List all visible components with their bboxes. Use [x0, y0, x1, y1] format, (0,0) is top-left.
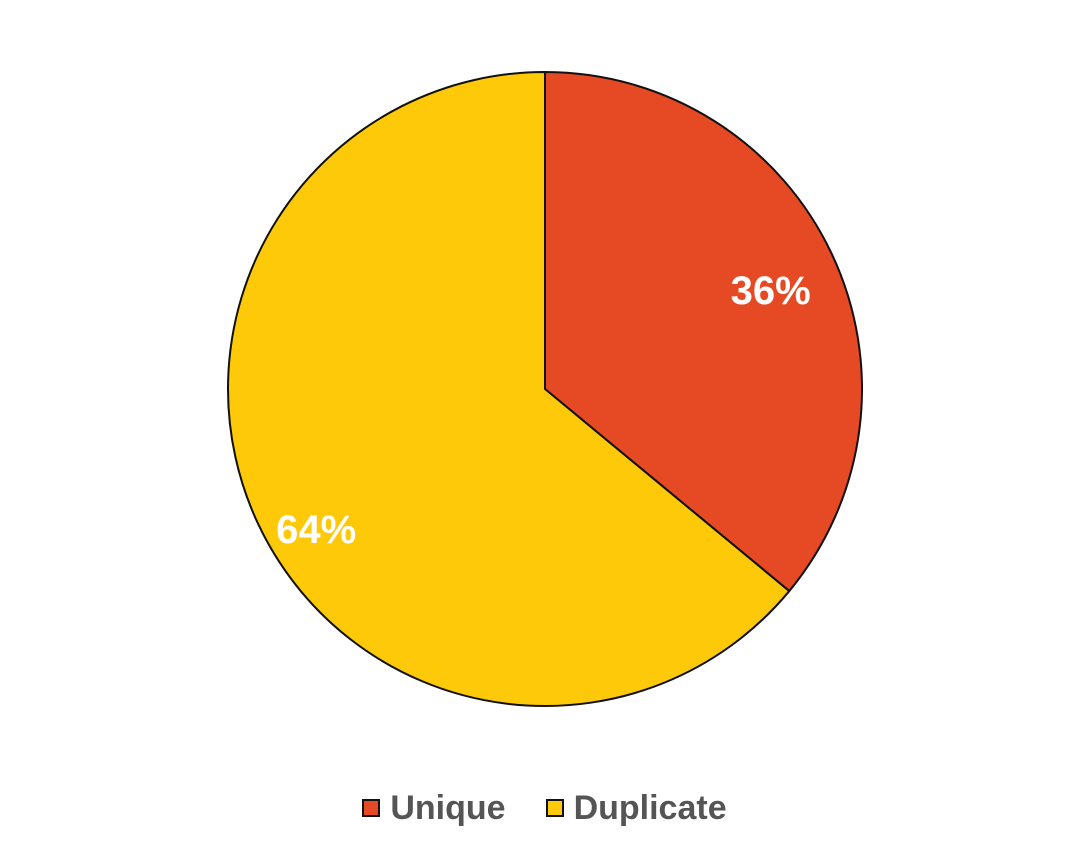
data-label-duplicate: 64% — [276, 508, 356, 552]
legend-item-duplicate: Duplicate — [545, 789, 727, 827]
legend-label-unique: Unique — [390, 789, 506, 827]
data-label-unique: 36% — [731, 269, 811, 313]
legend-item-unique: Unique — [362, 789, 506, 827]
legend-label-duplicate: Duplicate — [573, 789, 727, 827]
legend-swatch-duplicate — [545, 799, 564, 817]
legend: Unique Duplicate — [0, 784, 1089, 832]
pie-slice-unique — [544, 71, 863, 593]
pie-slice-duplicate — [227, 71, 791, 707]
legend-swatch-unique — [362, 799, 381, 817]
